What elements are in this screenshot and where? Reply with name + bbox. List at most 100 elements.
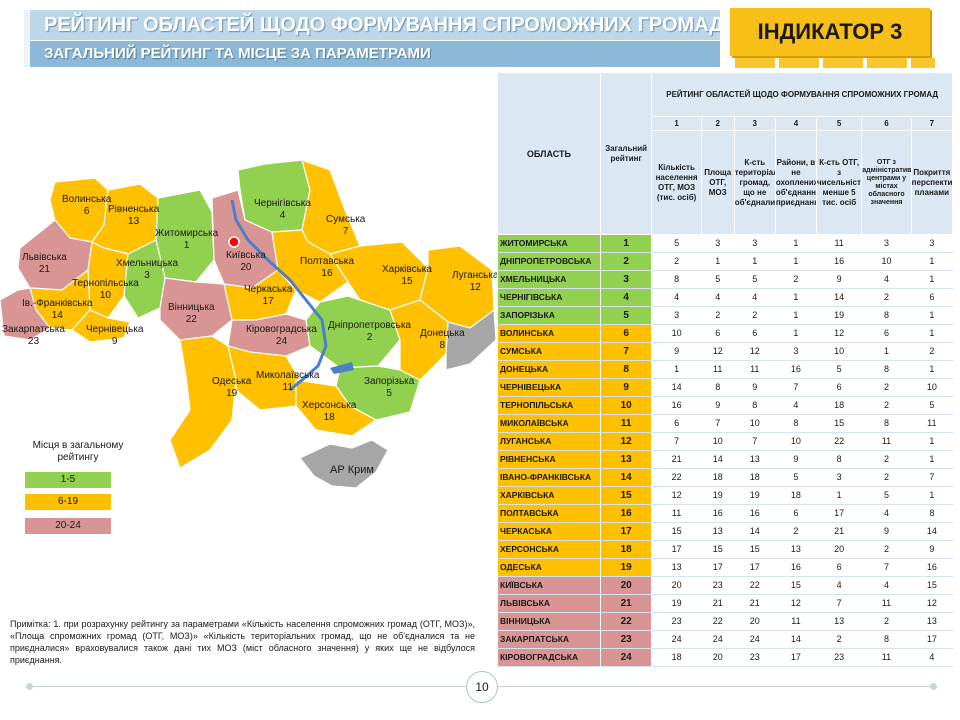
- param-value-cell: 9: [774, 450, 818, 469]
- overall-rank-cell: 6: [599, 324, 653, 343]
- overall-rank-cell: 23: [599, 630, 653, 649]
- overall-rank-cell: 20: [599, 576, 653, 595]
- overall-rank-cell: 4: [599, 288, 653, 307]
- param-value-cell: 3: [700, 234, 735, 253]
- param-value-cell: 1: [910, 270, 954, 289]
- param-name: Площа ОТГ, МОЗ: [700, 130, 735, 235]
- map-label-dnipropetrovska: Дніпропетровська 2: [328, 320, 411, 343]
- param-value-cell: 3: [910, 234, 954, 253]
- param-value-cell: 1: [815, 486, 863, 505]
- param-value-cell: 1: [910, 360, 954, 379]
- param-name: Райони, в не охоплених об'єднанням, приє…: [774, 130, 818, 235]
- ukraine-map: Волинська 6 Рівненська 13 Житомирська 1 Киї…: [0, 150, 500, 490]
- param-value-cell: 10: [733, 414, 776, 433]
- table-row: ЧЕРНІВЕЦЬКА 9 14 8 9 7 6 2 10: [497, 378, 954, 397]
- region-name-cell: ЗАКАРПАТСЬКА: [497, 630, 601, 649]
- param-number: 7: [910, 116, 954, 131]
- param-value-cell: 13: [910, 612, 954, 631]
- param-number: 4: [774, 116, 818, 131]
- param-value-cell: 17: [651, 540, 702, 559]
- param-value-cell: 13: [733, 450, 776, 469]
- table-row: СУМСЬКА 7 9 12 12 3 10 1 2: [497, 342, 954, 361]
- table-row: ХЕРСОНСЬКА 18 17 15 15 13 20 2 9: [497, 540, 954, 559]
- rating-table: ОБЛАСТЬ Загальний рейтинг РЕЙТИНГ ОБЛАСТ…: [497, 72, 954, 667]
- param-value-cell: 1: [774, 306, 818, 325]
- table-row: МИКОЛАЇВСЬКА 11 6 7 10 8 15 8 11: [497, 414, 954, 433]
- overall-rank-cell: 15: [599, 486, 653, 505]
- param-value-cell: 11: [815, 234, 863, 253]
- region-donetska: [389, 299, 449, 381]
- param-value-cell: 11: [861, 432, 912, 451]
- map-label-zakarpatska: Закарпатська 23: [2, 324, 65, 347]
- param-name: К-сть територіальних громад, що не об'єд…: [733, 130, 776, 235]
- param-value-cell: 20: [815, 540, 863, 559]
- param-value-cell: 21: [700, 594, 735, 613]
- overall-rank-cell: 7: [599, 342, 653, 361]
- map-label-zaporizka: Запорізька 5: [364, 376, 415, 399]
- param-value-cell: 14: [700, 450, 735, 469]
- map-label-kyivska: Київська 20: [226, 250, 266, 273]
- param-value-cell: 19: [733, 486, 776, 505]
- param-value-cell: 8: [733, 396, 776, 415]
- param-value-cell: 11: [910, 414, 954, 433]
- param-value-cell: 16: [815, 252, 863, 271]
- region-donetska-occupied: [445, 308, 497, 371]
- indicator-underline: [735, 58, 935, 68]
- param-value-cell: 1: [861, 342, 912, 361]
- param-value-cell: 1: [733, 252, 776, 271]
- param-value-cell: 18: [815, 396, 863, 415]
- region-name-cell: ХАРКІВСЬКА: [497, 486, 601, 505]
- param-value-cell: 11: [651, 504, 702, 523]
- legend-title: Місця в загальному рейтингу: [32, 440, 124, 463]
- col-header-overall: Загальний рейтинг: [599, 72, 653, 235]
- param-value-cell: 10: [700, 432, 735, 451]
- map-label-crimea: АР Крим: [330, 464, 374, 476]
- overall-rank-cell: 16: [599, 504, 653, 523]
- param-value-cell: 9: [910, 540, 954, 559]
- param-value-cell: 2: [774, 270, 818, 289]
- param-value-cell: 16: [733, 504, 776, 523]
- param-value-cell: 4: [815, 576, 863, 595]
- map-label-cherkaska: Черкаська 17: [244, 284, 293, 307]
- param-value-cell: 11: [700, 360, 735, 379]
- param-value-cell: 15: [774, 576, 818, 595]
- param-value-cell: 14: [774, 630, 818, 649]
- param-value-cell: 12: [774, 594, 818, 613]
- region-khersonska: [295, 379, 378, 437]
- page-number: 10: [466, 671, 498, 703]
- param-value-cell: 1: [910, 432, 954, 451]
- overall-rank-cell: 11: [599, 414, 653, 433]
- map-label-volynska: Волинська 6: [62, 194, 112, 217]
- param-name: ОТГ з адміністративними центрами у міста…: [861, 130, 912, 235]
- param-value-cell: 4: [910, 648, 954, 667]
- param-value-cell: 16: [910, 558, 954, 577]
- param-value-cell: 8: [700, 378, 735, 397]
- param-value-cell: 3: [861, 234, 912, 253]
- param-value-cell: 6: [774, 504, 818, 523]
- param-value-cell: 8: [815, 450, 863, 469]
- region-zakarpatska: [0, 287, 51, 341]
- param-name: Покриття перспективними планами: [910, 130, 954, 235]
- overall-rank-cell: 3: [599, 270, 653, 289]
- param-value-cell: 9: [861, 522, 912, 541]
- param-value-cell: 8: [774, 414, 818, 433]
- param-name: Кількість населення ОТГ, МОЗ (тис. осіб): [651, 130, 702, 235]
- map-label-kirovohradska: Кіровоградська 24: [246, 324, 317, 347]
- overall-rank-cell: 10: [599, 396, 653, 415]
- river-kakhovka: [330, 362, 354, 374]
- param-value-cell: 5: [700, 270, 735, 289]
- param-value-cell: 2: [700, 306, 735, 325]
- param-value-cell: 23: [815, 648, 863, 667]
- param-value-cell: 21: [815, 522, 863, 541]
- map-label-poltavska: Полтавська 16: [300, 256, 354, 279]
- param-value-cell: 2: [815, 630, 863, 649]
- region-name-cell: ЗАПОРІЗЬКА: [497, 306, 601, 325]
- table-row: ПОЛТАВСЬКА 16 11 16 16 6 17 4 8: [497, 504, 954, 523]
- param-value-cell: 24: [651, 630, 702, 649]
- map-label-rivnenska: Рівненська 13: [108, 204, 160, 227]
- param-value-cell: 3: [774, 342, 818, 361]
- param-value-cell: 1: [910, 252, 954, 271]
- param-value-cell: 23: [651, 612, 702, 631]
- param-value-cell: 10: [815, 342, 863, 361]
- table-row: ІВАНО-ФРАНКІВСЬКА 14 22 18 18 5 3 2 7: [497, 468, 954, 487]
